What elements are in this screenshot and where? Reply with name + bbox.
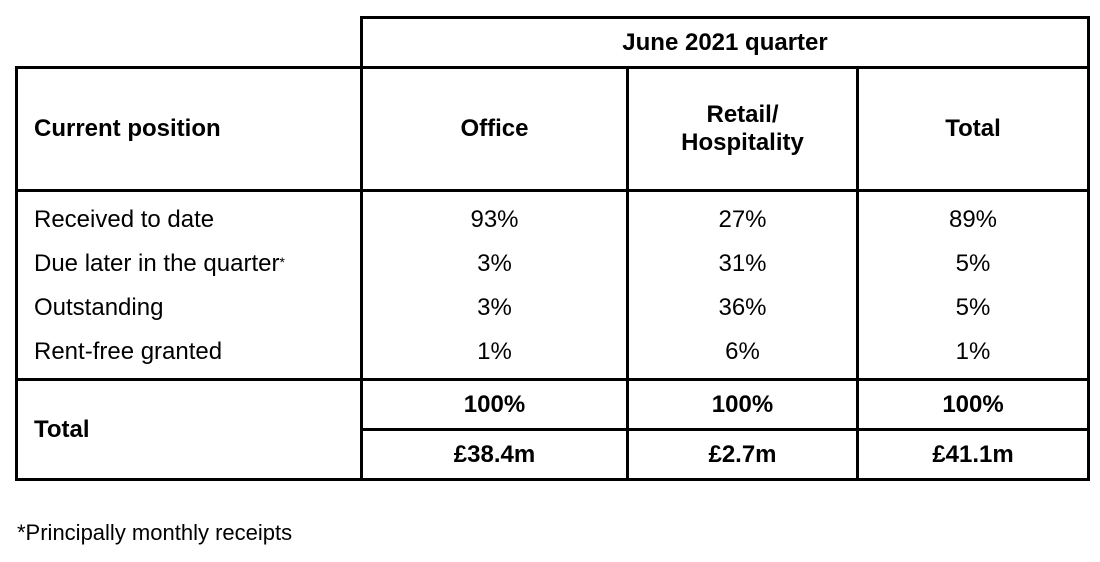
table-row: Received to date 93% 27% 89% [15,190,1091,242]
row-label: Due later in the quarter* [15,242,363,286]
cell-retail: 27% [627,190,859,242]
row-header-label: Current position [15,66,363,192]
column-header-retail-line1: Retail/ [706,101,779,128]
period-header-row: June 2021 quarter [17,16,1091,69]
cell-total: 5% [857,286,1091,330]
cell-retail: 31% [627,242,859,286]
footnote-marker: * [279,254,285,270]
cell-office: 93% [361,190,629,242]
table-row: Due later in the quarter* 3% 31% 5% [15,242,1091,286]
cell-office: 1% [361,330,629,380]
cell-total: 1% [857,330,1091,380]
column-header-retail-line2: Hospitality [681,129,804,156]
period-header: June 2021 quarter [359,16,1091,69]
cell-retail: 36% [627,286,859,330]
table-row: Outstanding 3% 36% 5% [15,286,1091,330]
total-percent-retail: 100% [626,378,859,431]
cell-total: 5% [857,242,1091,286]
total-amount-total: £41.1m [855,428,1091,481]
column-header-row: Current position Office Retail/ Hospital… [15,66,1091,192]
cell-total: 89% [857,190,1091,242]
rent-collection-table-container: June 2021 quarter Current position Offic… [15,16,1091,481]
cell-retail: 6% [627,330,859,380]
column-header-retail-hospitality: Retail/ Hospitality [626,66,859,192]
column-header-total: Total [855,66,1091,192]
total-percent-total: 100% [855,378,1091,431]
column-header-office: Office [360,66,629,192]
total-percent-row: Total 100% 100% 100% [15,378,1091,481]
total-row-label: Total [15,378,363,481]
table-row: Rent-free granted 1% 6% 1% [15,330,1091,380]
cell-office: 3% [361,286,629,330]
cell-office: 3% [361,242,629,286]
blank-corner-cell [17,18,362,68]
rent-collection-table: June 2021 quarter Current position Offic… [15,16,1091,481]
total-amount-row: £38.4m £2.7m £41.1m [17,428,1091,481]
total-amount-office: £38.4m [360,428,629,481]
row-label: Received to date [15,190,363,242]
total-amount-retail: £2.7m [626,428,859,481]
footnote: *Principally monthly receipts [17,520,293,545]
row-label: Outstanding [15,286,363,330]
total-percent-office: 100% [360,378,629,431]
row-label: Rent-free granted [15,330,363,380]
